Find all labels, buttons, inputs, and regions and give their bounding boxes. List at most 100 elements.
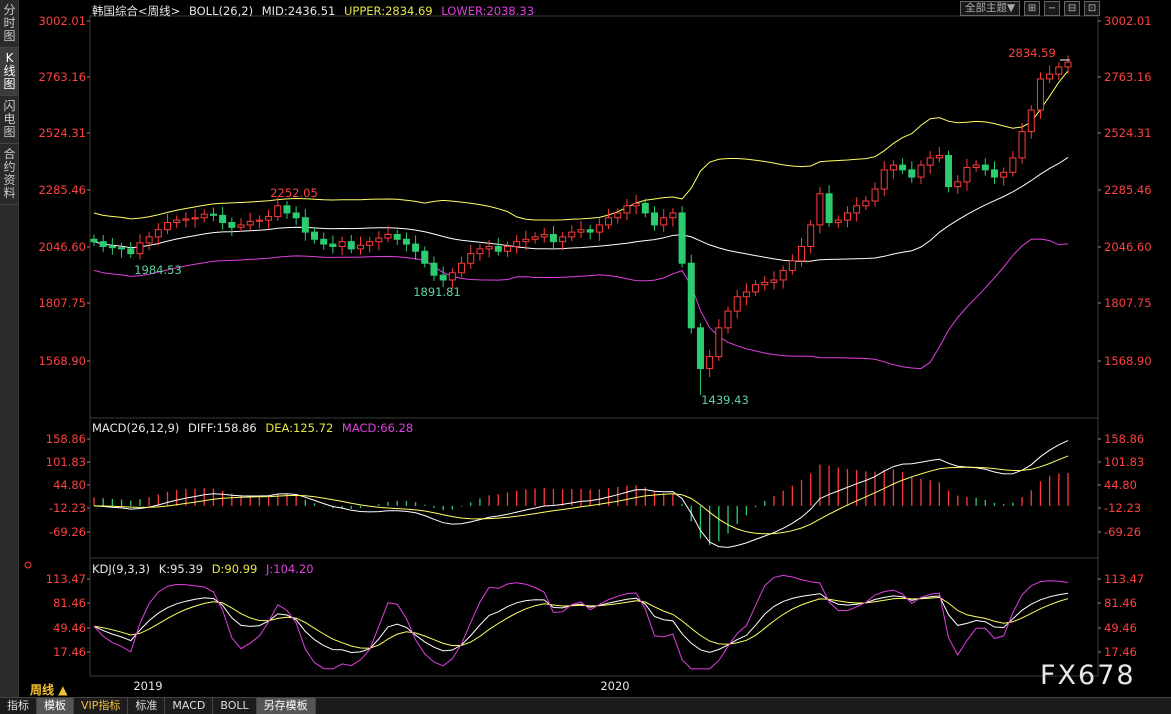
tab-kline-chart[interactable]: K 线 图 [0, 48, 19, 96]
candle-down [311, 231, 319, 240]
tab-standard[interactable]: 标准 [128, 698, 166, 714]
tab-macd[interactable]: MACD [165, 698, 214, 714]
candle-up [779, 269, 787, 281]
grid-icon[interactable]: ⊞ [1024, 1, 1041, 16]
candle-up [145, 236, 153, 244]
boll-mid-value: MID:2436.51 [261, 4, 336, 18]
tab-save-template[interactable]: 另存模板 [256, 698, 316, 714]
minus-icon[interactable]: − [1044, 1, 1061, 16]
candle-up [788, 260, 796, 271]
candle-down [981, 164, 989, 171]
candle-up [742, 291, 750, 298]
candle-up [458, 262, 466, 274]
price-tick-label-right: 1807.75 [1104, 296, 1152, 310]
macd-panel-header: MACD(26,12,9) DIFF:158.86 DEA:125.72 MAC… [92, 421, 418, 435]
kdj-indicator-label[interactable]: KDJ(9,3,3) [92, 562, 151, 576]
price-tick-label-right: 2763.16 [1104, 70, 1152, 84]
candle-down [402, 238, 410, 245]
candle-down [430, 262, 438, 276]
annotation-high-2834: 2834.59 [1008, 46, 1056, 60]
candle-down [90, 238, 98, 243]
macd-panel-frame [89, 417, 1099, 559]
price-tick-label-left: 2285.46 [38, 183, 86, 197]
macd-tick-label-left: -69.26 [49, 525, 86, 539]
candle-down [292, 212, 300, 219]
candle-up [954, 181, 962, 188]
price-tick-label-right: 2046.60 [1104, 240, 1152, 254]
candle-down [825, 193, 833, 224]
annotation-1891: 1891.81 [413, 285, 461, 299]
candle-up [366, 241, 374, 246]
price-tick-label-left: 3002.01 [38, 14, 86, 28]
candle-up [164, 222, 172, 231]
candle-up [816, 193, 824, 226]
period-switch[interactable]: 周线 ▲ [30, 683, 68, 697]
maximize-icon[interactable]: ⊡ [1084, 1, 1101, 16]
candle-up [568, 231, 576, 238]
candle-up [246, 220, 254, 226]
macd-tick-label-left: 158.86 [46, 432, 86, 446]
macd-dea-value: DEA:125.72 [265, 421, 334, 435]
kdj-tick-label-right: 113.47 [1104, 572, 1144, 586]
price-tick-label-left: 1568.90 [38, 354, 86, 368]
macd-tick-label-right: 44.80 [1104, 478, 1137, 492]
layout-icon[interactable]: ⊟ [1064, 1, 1081, 16]
candle-down [301, 217, 309, 233]
tab-templates[interactable]: 模板 [37, 698, 74, 714]
candle-down [586, 229, 594, 233]
candle-up [154, 229, 162, 238]
boll-mid-line [93, 156, 1069, 262]
candle-down [127, 248, 135, 255]
boll-indicator-label[interactable]: BOLL(26,2) [188, 4, 254, 18]
boll-lower-line [93, 238, 1069, 370]
tab-vip-indicators[interactable]: VIP指标 [74, 698, 129, 714]
candle-down [439, 274, 447, 281]
kdj-d-line [93, 596, 1069, 649]
candle-up [880, 169, 888, 190]
macd-indicator-label[interactable]: MACD(26,12,9) [92, 421, 180, 435]
bottom-tab-bar: 指标 模板 VIP指标 标准 MACD BOLL 另存模板 [0, 697, 1171, 714]
tab-boll[interactable]: BOLL [213, 698, 257, 714]
theme-dropdown[interactable]: 全部主题▼ [960, 1, 1021, 16]
price-tick-label-left: 1807.75 [38, 296, 86, 310]
candle-up [935, 155, 943, 159]
candle-up [623, 205, 631, 214]
tab-indicators[interactable]: 指标 [0, 698, 37, 714]
kdj-k-value: K:95.39 [158, 562, 204, 576]
tab-tick-chart[interactable]: 闪 电 图 [0, 96, 19, 144]
candle-down [219, 214, 227, 224]
kdj-tick-label-left: 49.46 [53, 621, 86, 635]
candle-down [209, 213, 217, 216]
tab-contract-info[interactable]: 合 约 资 料 [0, 144, 19, 205]
settings-dot-icon [24, 561, 32, 569]
candle-down [421, 250, 429, 264]
candle-up [706, 356, 714, 370]
instrument-name: 韩国综合 [92, 4, 138, 18]
price-tick-label-right: 1568.90 [1104, 354, 1152, 368]
candle-up [522, 238, 530, 243]
candle-up [862, 200, 870, 207]
candle-up [798, 245, 806, 262]
candle-up [136, 242, 144, 255]
candle-up [660, 217, 668, 226]
candle-up [540, 234, 548, 238]
candle-up [889, 164, 897, 171]
candle-up [1009, 157, 1017, 173]
candle-up [1055, 66, 1063, 75]
chart-canvas[interactable]: 3002.01 3002.01 2763.16 2763.16 2524.31 2524.… [0, 0, 1171, 697]
kdj-j-line [93, 574, 1069, 670]
tab-intraday-chart[interactable]: 分 时 图 [0, 0, 19, 48]
candle-up [614, 212, 622, 219]
candle-up [917, 164, 925, 178]
macd-tick-label-right: 101.83 [1104, 455, 1144, 469]
price-tick-label-left: 2524.31 [38, 126, 86, 140]
candle-up [559, 236, 567, 243]
kdj-panel-header: KDJ(9,3,3) K:95.39 D:90.99 J:104.20 [92, 562, 319, 576]
candle-down [678, 212, 686, 264]
candle-up [200, 213, 208, 219]
price-tick-label-left: 2046.60 [38, 240, 86, 254]
candle-up [1000, 171, 1008, 178]
period-label: <周线> [138, 4, 181, 18]
kdj-tick-label-right: 49.46 [1104, 621, 1137, 635]
candle-up [871, 188, 879, 202]
